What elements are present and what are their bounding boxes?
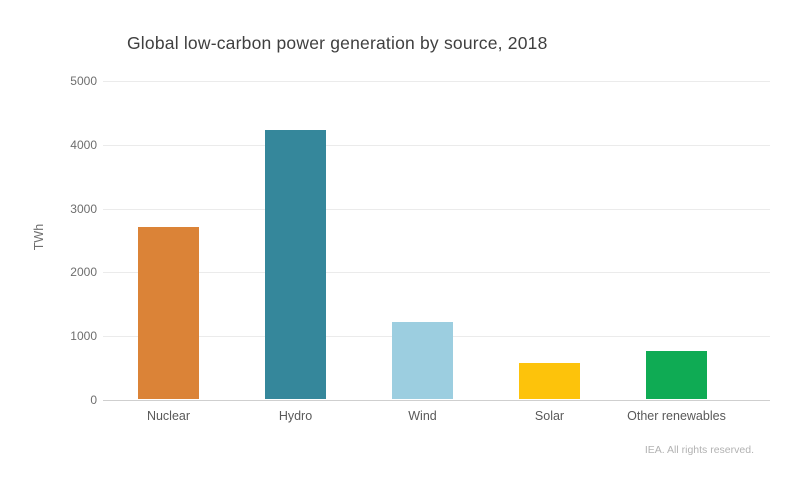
ytick-label-4000: 4000	[70, 137, 97, 152]
ytick-label-2000: 2000	[70, 265, 97, 280]
ytick-label-0: 0	[90, 393, 97, 407]
ytick-label-3000: 3000	[70, 201, 97, 216]
gridline-4000	[103, 144, 770, 146]
bar-hydro[interactable]	[265, 130, 326, 399]
chart-title: Global low-carbon power generation by so…	[127, 33, 548, 53]
bar-other-renewables[interactable]	[646, 351, 707, 399]
x-axis-baseline	[103, 400, 770, 401]
gridline-2000	[103, 272, 770, 274]
gridline-3000	[103, 208, 770, 210]
gridline-5000	[103, 81, 770, 82]
bar-wind[interactable]	[392, 322, 453, 399]
xtick-label-nuclear: Nuclear	[146, 409, 191, 423]
bar-solar[interactable]	[519, 363, 580, 399]
xtick-label-other-renewables: Other renewables	[627, 409, 726, 423]
y-axis-title: TWh	[32, 223, 46, 251]
xtick-label-wind: Wind	[408, 409, 437, 423]
xtick-label-hydro: Hydro	[278, 409, 313, 423]
ytick-label-5000: 5000	[70, 74, 97, 88]
xtick-label-solar: Solar	[534, 409, 565, 423]
bar-nuclear[interactable]	[138, 227, 199, 399]
plot-area: 0 1000 2000 3000 4000 5000 Nuclear Hydro Wind Sol…	[70, 75, 770, 423]
ytick-label-1000: 1000	[70, 329, 97, 344]
credit-text: IEA. All rights reserved.	[644, 444, 754, 456]
